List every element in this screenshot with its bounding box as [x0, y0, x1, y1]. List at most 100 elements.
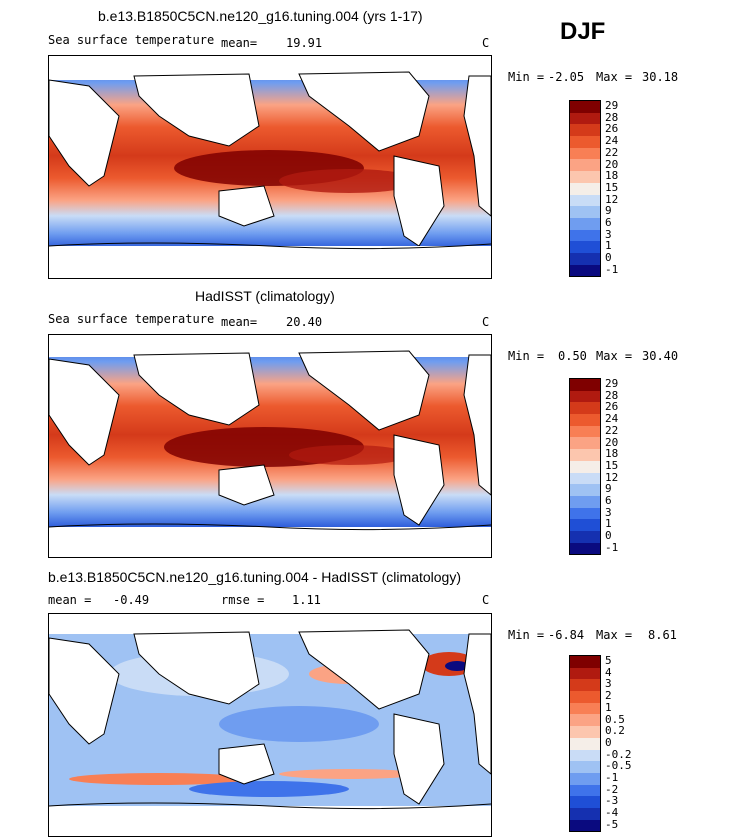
- arctic-land: [49, 614, 491, 634]
- land-australia: [218, 185, 275, 227]
- land-australia: [218, 743, 275, 785]
- panel-3-title: b.e13.B1850C5CN.ne120_g16.tuning.004 - H…: [48, 569, 461, 585]
- panel-2-mean-value: 20.40: [286, 315, 323, 329]
- land-south-america: [393, 434, 445, 526]
- colorbar-swatch: [570, 656, 600, 668]
- colorbar-label: 24: [605, 134, 619, 148]
- colorbar-swatch: [570, 414, 600, 426]
- colorbar-swatch: [570, 252, 600, 265]
- panel-2-variable: Sea surface temperature: [48, 312, 215, 326]
- panel-2-title: HadISST (climatology): [195, 288, 335, 304]
- colorbar-swatch: [570, 390, 600, 403]
- land-north-america: [298, 629, 430, 710]
- land-africa-east: [463, 75, 491, 217]
- colorbar-label: 12: [605, 470, 619, 484]
- land-africa-east: [463, 633, 491, 775]
- colorbar-swatch: [570, 530, 600, 543]
- colorbar-swatch: [570, 217, 600, 230]
- colorbar-swatch: [570, 507, 600, 520]
- colorbar-swatch: [570, 749, 600, 762]
- panel-2-units: C: [482, 315, 490, 329]
- colorbar-swatch: [570, 726, 600, 738]
- arctic-land: [49, 56, 491, 80]
- colorbar-label: -3: [605, 794, 619, 808]
- colorbar-label: 5: [605, 654, 612, 667]
- colorbar-label: 4: [605, 665, 612, 679]
- colorbar-label: 1: [605, 239, 612, 253]
- panel-3-mean-label: mean =: [48, 593, 92, 607]
- panel-1-min-value: -2.05: [548, 70, 585, 84]
- land-africa-west: [49, 637, 120, 745]
- land-asia: [133, 73, 260, 147]
- colorbar-label: 29: [605, 99, 619, 112]
- panel-3-min-label: Min =: [508, 628, 545, 642]
- colorbar-swatch: [570, 159, 600, 172]
- colorbar-label: 15: [605, 180, 619, 194]
- colorbar-swatch: [570, 796, 600, 808]
- colorbar-swatch: [570, 472, 600, 485]
- panel-1-variable: Sea surface temperature: [48, 33, 215, 47]
- colorbar-label: 9: [605, 204, 612, 218]
- colorbar-label: 1: [605, 517, 612, 531]
- panel-1-units: C: [482, 36, 490, 50]
- panel-2-min-value: 0.50: [558, 349, 587, 363]
- colorbar-swatch: [570, 147, 600, 160]
- panel-1-map: [48, 55, 492, 279]
- colorbar-label: 3: [605, 677, 612, 691]
- antarctica: [49, 527, 491, 557]
- colorbar-label: 18: [605, 169, 619, 183]
- colorbar-label: 18: [605, 447, 619, 461]
- colorbar-swatch: [570, 229, 600, 242]
- colorbar-swatch: [570, 702, 600, 715]
- colorbar-label: 0: [605, 735, 612, 749]
- land-africa-west: [49, 79, 120, 187]
- colorbar-swatch: [570, 519, 600, 531]
- colorbar-label: 22: [605, 423, 619, 437]
- panel-3-max-label: Max =: [596, 628, 633, 642]
- colorbar-label: 26: [605, 400, 619, 414]
- panel-1-colorbar: [569, 100, 601, 278]
- panel-3-max-value: 8.61: [648, 628, 677, 642]
- panel-2-max-label: Max =: [596, 349, 633, 363]
- land-south-america: [393, 713, 445, 805]
- panel-1-max-value: 30.18: [642, 70, 679, 84]
- panel-2-mean-label: mean=: [221, 315, 258, 329]
- colorbar-label: 15: [605, 458, 619, 472]
- colorbar-label: -0.5: [605, 759, 632, 773]
- colorbar-label: 3: [605, 505, 612, 519]
- colorbar-swatch: [570, 772, 600, 785]
- panel-3-min-value: -6.84: [548, 628, 585, 642]
- panel-2-colorbar: [569, 378, 601, 556]
- colorbar-swatch: [570, 264, 600, 277]
- colorbar-label: 2: [605, 689, 612, 703]
- season-label: DJF: [560, 18, 606, 45]
- colorbar-label: 26: [605, 122, 619, 136]
- colorbar-label: 0.2: [605, 724, 625, 738]
- land-asia: [133, 631, 260, 705]
- colorbar-swatch: [570, 124, 600, 137]
- panel-3-rmse-label: rmse =: [221, 593, 265, 607]
- panel-2-map: [48, 334, 492, 558]
- arctic-land: [49, 335, 491, 357]
- colorbar-swatch: [570, 819, 600, 832]
- panel-1-mean-label: mean=: [221, 36, 258, 50]
- colorbar-label: 12: [605, 192, 619, 206]
- colorbar-swatch: [570, 460, 600, 473]
- colorbar-swatch: [570, 807, 600, 820]
- panel-2-min-label: Min =: [508, 349, 545, 363]
- panel-1-max-label: Max =: [596, 70, 633, 84]
- colorbar-swatch: [570, 171, 600, 183]
- colorbar-swatch: [570, 691, 600, 703]
- colorbar-label: 29: [605, 377, 619, 390]
- colorbar-swatch: [570, 437, 600, 450]
- colorbar-label: 24: [605, 412, 619, 426]
- colorbar-label: 20: [605, 157, 619, 171]
- colorbar-swatch: [570, 761, 600, 773]
- colorbar-swatch: [570, 714, 600, 727]
- colorbar-label: 28: [605, 110, 619, 124]
- land-north-america: [298, 350, 430, 431]
- colorbar-swatch: [570, 241, 600, 253]
- colorbar-swatch: [570, 449, 600, 461]
- colorbar-label: 0: [605, 529, 612, 543]
- colorbar-label: -0.2: [605, 747, 632, 761]
